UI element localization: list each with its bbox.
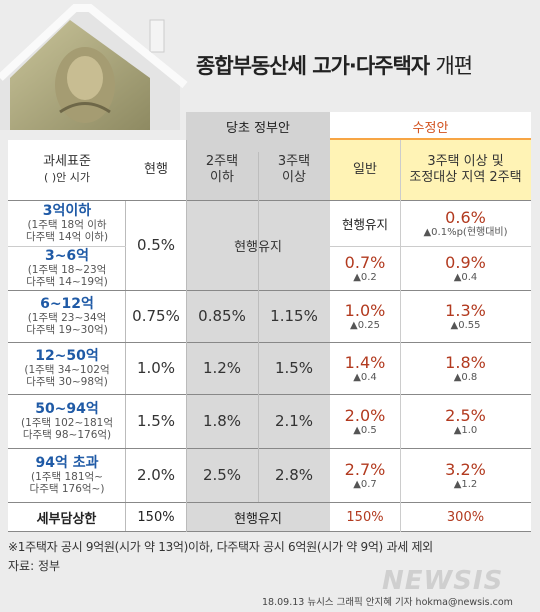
bracket-column — [8, 200, 126, 502]
rev-general-row-6: 2.7% ▲0.7 — [344, 459, 386, 490]
revised-plan-column — [330, 200, 531, 502]
current-column — [126, 200, 186, 502]
orig3-row-5: 2.1% — [274, 412, 314, 430]
source: 자료: 정부 — [8, 559, 61, 573]
row-divider — [8, 448, 531, 449]
rev-multi-row-2: 0.9% ▲0.4 — [445, 252, 486, 283]
current-row-6: 2.0% — [136, 466, 176, 484]
cap-row-label: 세부담상한 — [8, 502, 126, 532]
bracket-row-1: 3억이하 (1주택 18억 이하 다주택 14억 이하) — [25, 203, 109, 243]
rev-multi-row-1: 0.6% ▲0.1%p(현행대비) — [423, 207, 508, 238]
row-divider — [8, 290, 531, 291]
orig2-row-6: 2.5% — [202, 466, 242, 484]
brand-watermark: NEWSIS — [382, 566, 504, 596]
col-divider — [400, 140, 401, 532]
col-divider — [186, 140, 187, 532]
row-divider — [8, 502, 531, 503]
header-original-plan: 당초 정부안 — [186, 112, 330, 140]
header-orig-3house: 3주택 이상 — [258, 140, 330, 200]
footnote: ※1주택자 공시 9억원(시가 약 13억)이하, 다주택자 공시 6억원(시가… — [8, 540, 433, 554]
orig2-row-3: 0.85% — [198, 307, 246, 325]
page-title: 종합부동산세 고가·다주택자 개편 — [196, 54, 473, 78]
rev-multi-row-6: 3.2% ▲1.2 — [445, 459, 486, 490]
col-divider — [258, 152, 259, 502]
bracket-row-2: 3~6억 (1주택 18~23억 다주택 14~19억) — [26, 248, 108, 288]
rev-general-row-2: 0.7% ▲0.2 — [344, 252, 386, 283]
current-rate-merged: 0.5% — [136, 236, 176, 254]
header-rev-general: 일반 — [330, 140, 400, 200]
orig3-row-6: 2.8% — [274, 466, 314, 484]
row-divider — [8, 394, 531, 395]
bracket-row-5: 50~94억 (1주택 102~181억 다주택 98~176억) — [21, 401, 113, 441]
orig2-row-4: 1.2% — [202, 359, 242, 377]
row-divider — [8, 342, 531, 343]
current-row-4: 1.0% — [136, 359, 176, 377]
header-current: 현행 — [126, 140, 186, 200]
row-divider — [8, 200, 531, 201]
header-orig-2house: 2주택 이하 — [186, 140, 258, 200]
orig2-row-5: 1.8% — [202, 412, 242, 430]
bracket-row-6: 94억 초과 (1주택 181억~ 다주택 176억~) — [29, 455, 105, 495]
header-revised-plan: 수정안 — [330, 112, 531, 140]
rev-general-row-4: 1.4% ▲0.4 — [344, 352, 386, 383]
house-banknote-illustration — [0, 3, 188, 130]
credit-line: 18.09.13 뉴시스 그래픽 안지혜 기자 hokma@newsis.com — [262, 597, 513, 608]
tax-rate-table: 당초 정부안 수정안 과세표준( )안 시가 현행 2주택 이하 3주택 이상 일반… — [8, 112, 531, 532]
cap-current: 150% — [126, 502, 186, 532]
row-divider-thin — [330, 246, 531, 247]
bracket-row-3: 6~12억 (1주택 23~34억 다주택 19~30억) — [26, 296, 108, 336]
row-divider — [8, 531, 531, 532]
bracket-row-4: 12~50억 (1주택 34~102억 다주택 30~98억) — [24, 348, 110, 388]
cap-rev-general: 150% — [330, 502, 400, 532]
row-divider-thin — [8, 246, 126, 247]
rev-multi-row-4: 1.8% ▲0.8 — [445, 352, 486, 383]
orig3-row-4: 1.5% — [274, 359, 314, 377]
rev-general-row-5: 2.0% ▲0.5 — [344, 405, 386, 436]
rev-general-row-1: 현행유지 — [341, 216, 388, 232]
revised-accent-bar — [330, 138, 531, 141]
current-row-3: 0.75% — [132, 307, 180, 325]
current-row-5: 1.5% — [136, 412, 176, 430]
rev-multi-row-3: 1.3% ▲0.55 — [445, 300, 486, 331]
header-rev-multi: 3주택 이상 및 조정대상 지역 2주택 — [400, 140, 531, 200]
cap-rev-multi: 300% — [400, 502, 531, 532]
rev-multi-row-5: 2.5% ▲1.0 — [445, 405, 486, 436]
orig3-row-3: 1.15% — [270, 307, 318, 325]
header-base: 과세표준( )안 시가 — [8, 140, 126, 200]
rev-general-row-3: 1.0% ▲0.25 — [344, 300, 386, 331]
cap-orig: 현행유지 — [186, 502, 330, 532]
